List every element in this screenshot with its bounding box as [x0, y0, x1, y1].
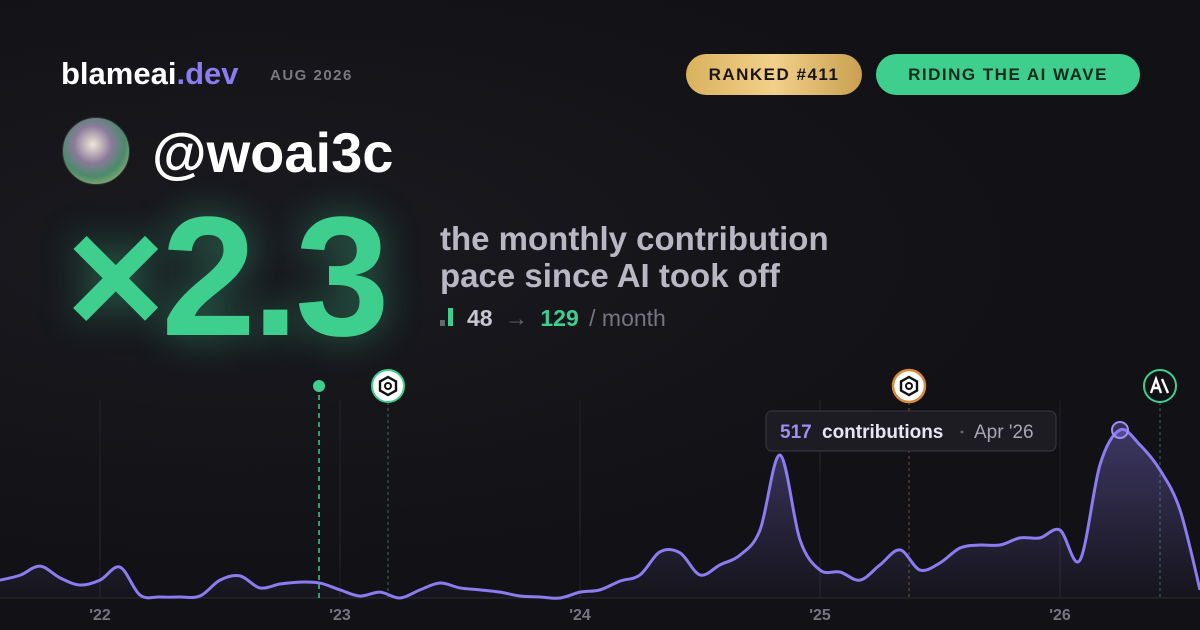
x-tick-label: '24 [569, 607, 591, 624]
x-tick-label: '25 [809, 607, 831, 624]
line [0, 427, 1200, 600]
openai-icon [891, 368, 927, 404]
username: @woai3c [152, 121, 394, 184]
multiplier: ×2.3 [66, 182, 390, 372]
unit: / month [589, 305, 666, 331]
tooltip: 517 contributions Apr '26 [765, 410, 1057, 452]
status-badge: RIDING THE AI WAVE [876, 54, 1140, 95]
grid: '22 '23 '24 '25 '26 [89, 400, 1071, 624]
tooltip-date: Apr '26 [974, 422, 1034, 443]
tooltip-sep [960, 430, 964, 434]
event-dot [313, 380, 325, 392]
before: 48 [467, 305, 493, 331]
brand-suffix: .dev [176, 56, 239, 91]
icon-small [440, 320, 445, 326]
avatar [62, 117, 130, 185]
brand: blameai.dev [61, 56, 238, 92]
area [0, 429, 1200, 599]
openai-icon [371, 369, 405, 403]
pace: 48 → 129 / month [440, 305, 666, 332]
anthropic-icon [1143, 369, 1177, 403]
tooltip-label: contributions [822, 422, 943, 443]
brand-name: blameai [61, 56, 177, 91]
tooltip-value: 517 [780, 422, 812, 443]
date: AUG 2026 [270, 67, 353, 84]
x-tick-label: '23 [329, 607, 351, 624]
x-tick-label: '22 [89, 607, 111, 624]
caption-line: pace since AI took off [440, 257, 780, 294]
highlight-point [1111, 420, 1129, 439]
plot [0, 420, 1200, 600]
after: 129 [540, 305, 579, 331]
tooltip-box [765, 410, 1057, 452]
x-tick-label: '26 [1049, 607, 1071, 624]
icon-large [448, 308, 453, 326]
caption: the monthly contribution pace since AI t… [440, 220, 829, 294]
rank-badge: RANKED #411 [686, 54, 862, 95]
caption-line: the monthly contribution [440, 220, 829, 257]
chart: '22 '23 '24 '25 '26 517 contributions Apr '2… [0, 368, 1200, 624]
arrow: → [504, 305, 528, 331]
